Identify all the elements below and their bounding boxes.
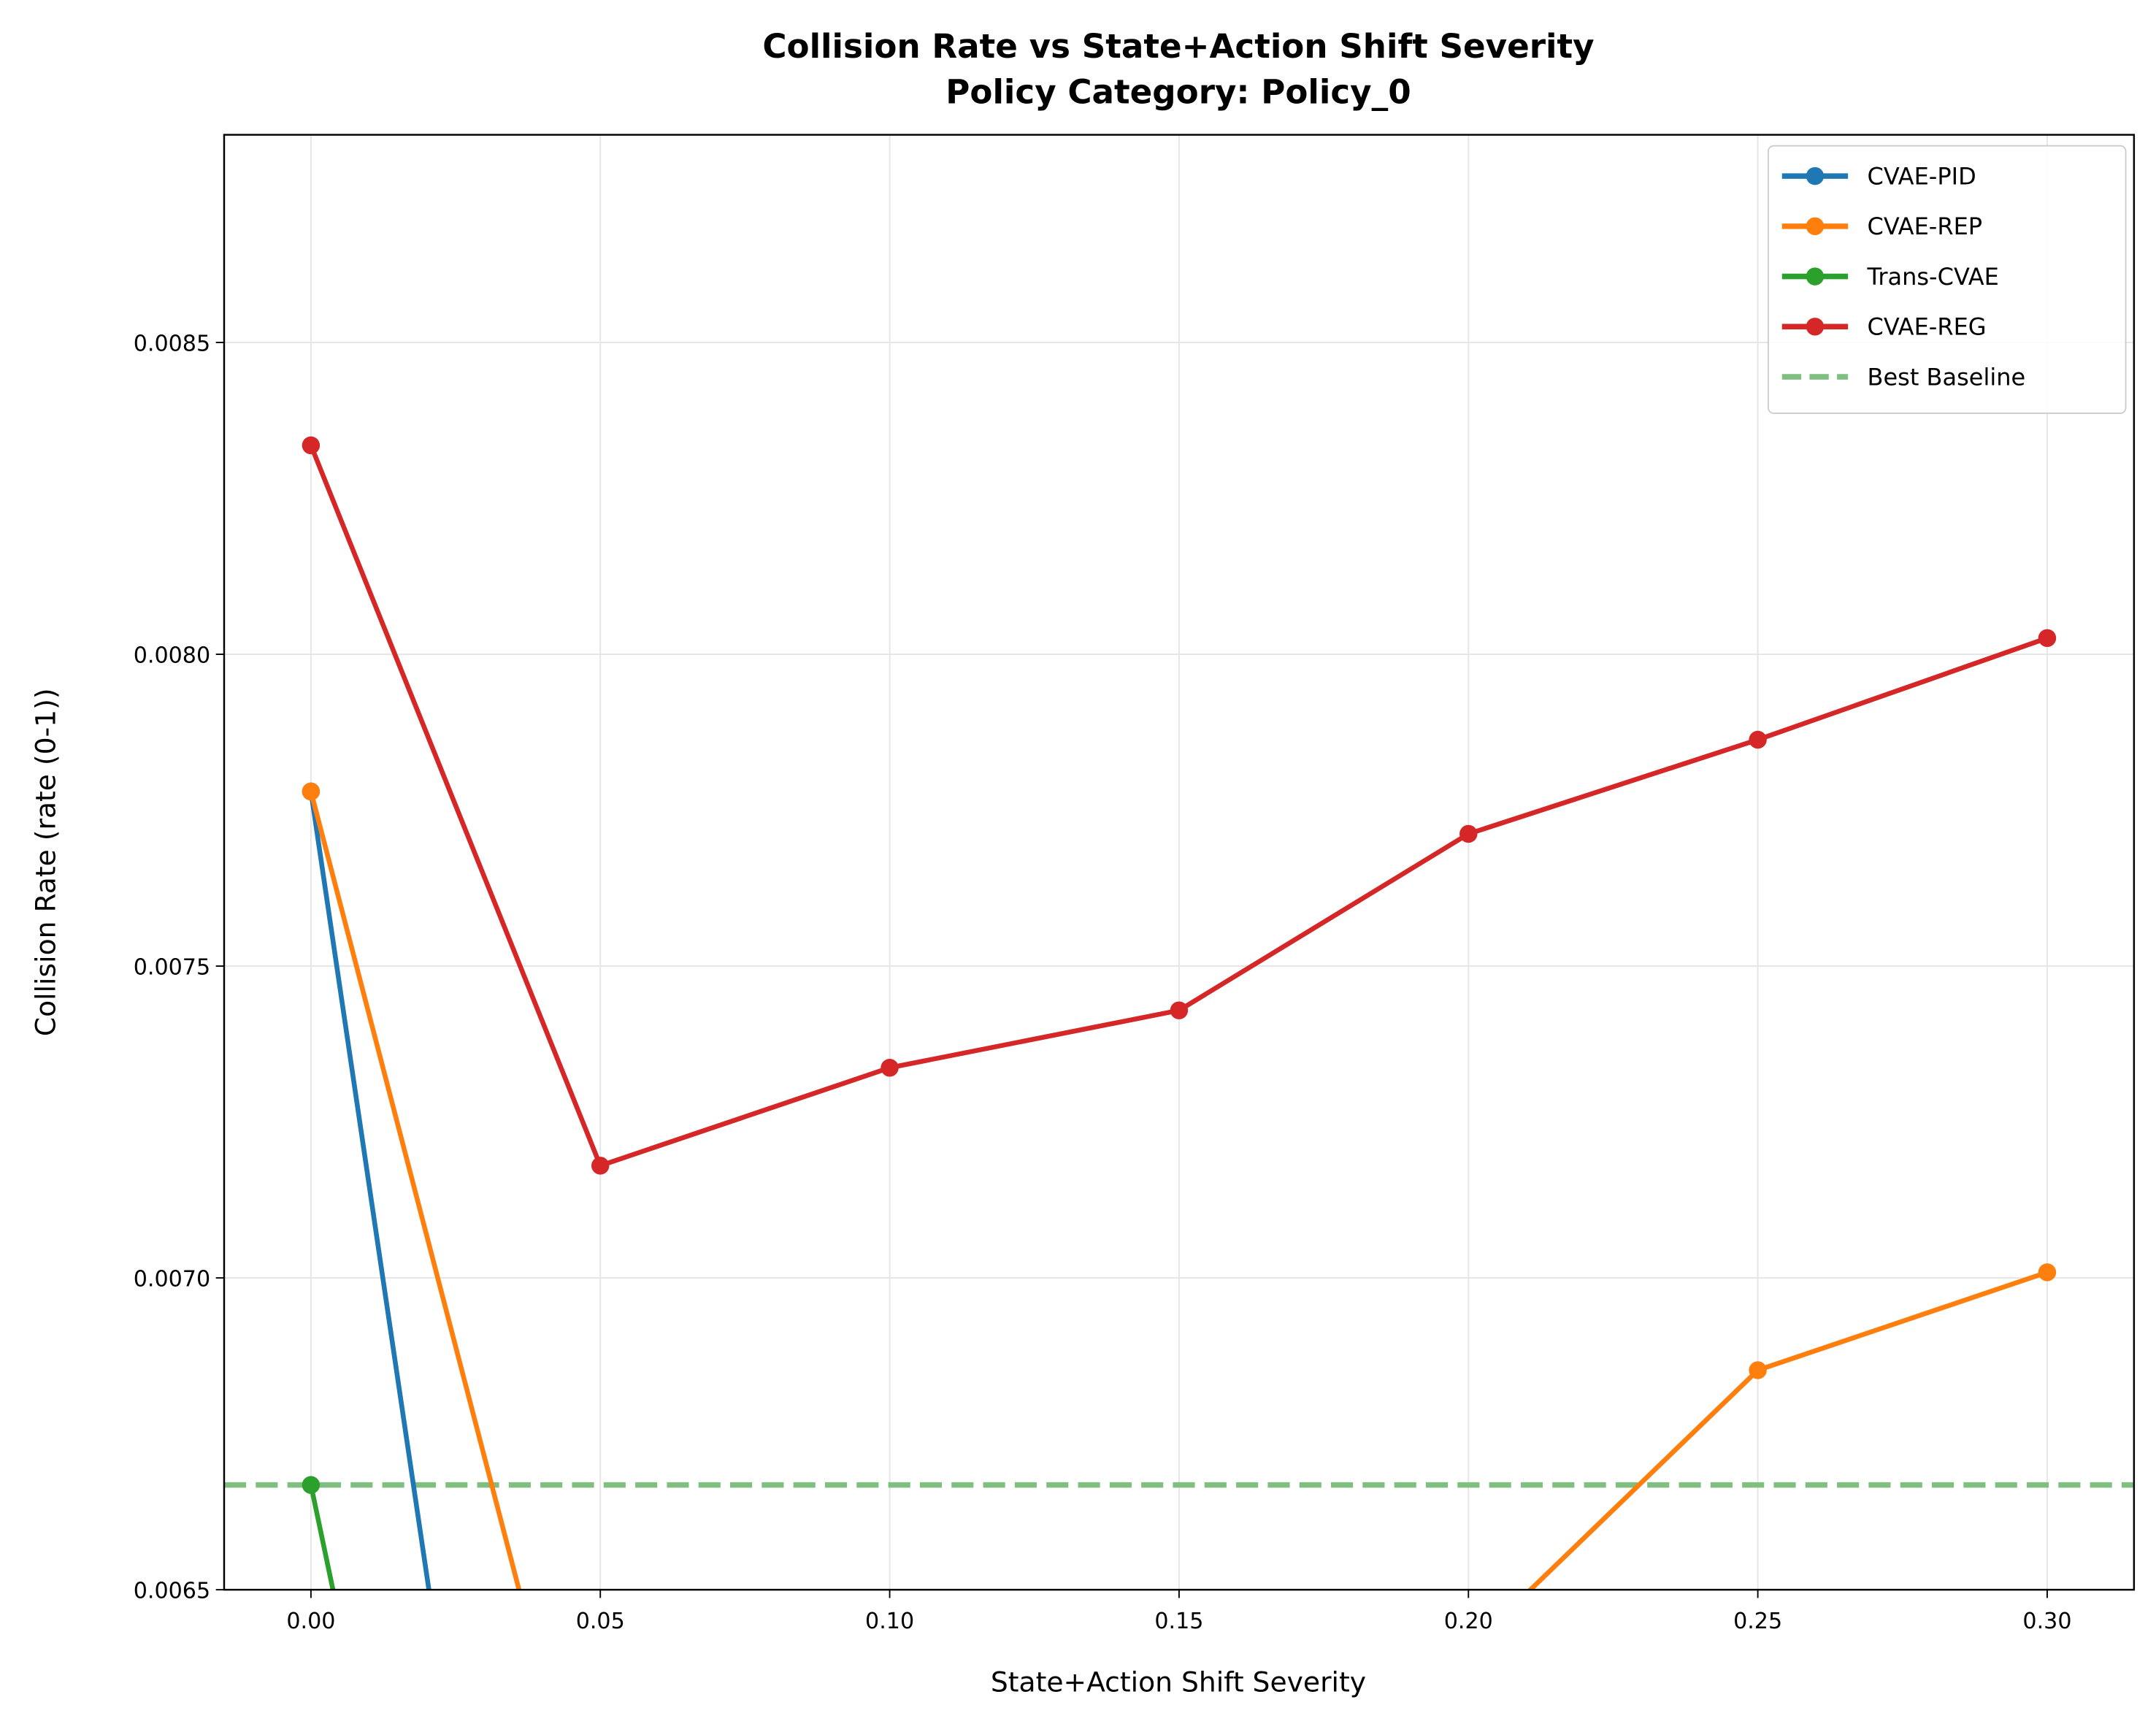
legend-marker xyxy=(1806,166,1825,185)
data-point xyxy=(302,1476,321,1494)
y-tick-label: 0.0070 xyxy=(134,1266,210,1292)
data-point xyxy=(591,1157,610,1175)
series-line xyxy=(308,1484,336,1590)
x-tick-label: 0.05 xyxy=(576,1609,625,1634)
data-point xyxy=(302,436,321,455)
chart-title: Collision Rate vs State+Action Shift Sev… xyxy=(762,27,1594,66)
data-point xyxy=(1749,1361,1767,1379)
legend-marker xyxy=(1806,267,1825,286)
x-tick-label: 0.10 xyxy=(865,1609,914,1634)
legend-label: CVAE-REG xyxy=(1868,313,1987,341)
plot-frame xyxy=(223,134,2136,1591)
x-tick-label: 0.00 xyxy=(286,1609,335,1634)
x-tick-label: 0.25 xyxy=(1733,1609,1782,1634)
data-point xyxy=(1170,1001,1189,1019)
legend-label: CVAE-REP xyxy=(1868,212,1983,240)
legend-marker xyxy=(1806,217,1825,236)
data-point xyxy=(2038,629,2057,648)
data-point xyxy=(302,782,321,801)
legend-marker xyxy=(1806,318,1825,336)
y-tick-label: 0.0085 xyxy=(134,331,210,356)
legend-label: CVAE-PID xyxy=(1868,162,1976,190)
data-point xyxy=(1459,824,1478,843)
y-tick-label: 0.0080 xyxy=(134,643,210,668)
series-line xyxy=(308,791,431,1590)
legend-label: Trans-CVAE xyxy=(1867,263,1999,291)
x-tick-label: 0.20 xyxy=(1444,1609,1493,1634)
x-axis-label: State+Action Shift Severity xyxy=(991,1666,1366,1698)
data-point xyxy=(1459,1641,1477,1658)
legend-label: Best Baseline xyxy=(1868,363,2026,391)
y-tick-label: 0.0065 xyxy=(134,1578,210,1604)
y-tick-label: 0.0075 xyxy=(134,954,210,980)
data-point xyxy=(1749,730,1767,749)
chart-subtitle: Policy Category: Policy_0 xyxy=(945,72,1411,111)
legend-box xyxy=(1767,145,2127,414)
plot-area xyxy=(223,436,2134,1658)
data-point xyxy=(881,1059,899,1077)
x-tick-label: 0.30 xyxy=(2022,1609,2071,1634)
data-point xyxy=(2038,1263,2057,1281)
x-tick-label: 0.15 xyxy=(1154,1609,1203,1634)
y-axis-label: Collision Rate (rate (0-1)) xyxy=(29,688,61,1036)
